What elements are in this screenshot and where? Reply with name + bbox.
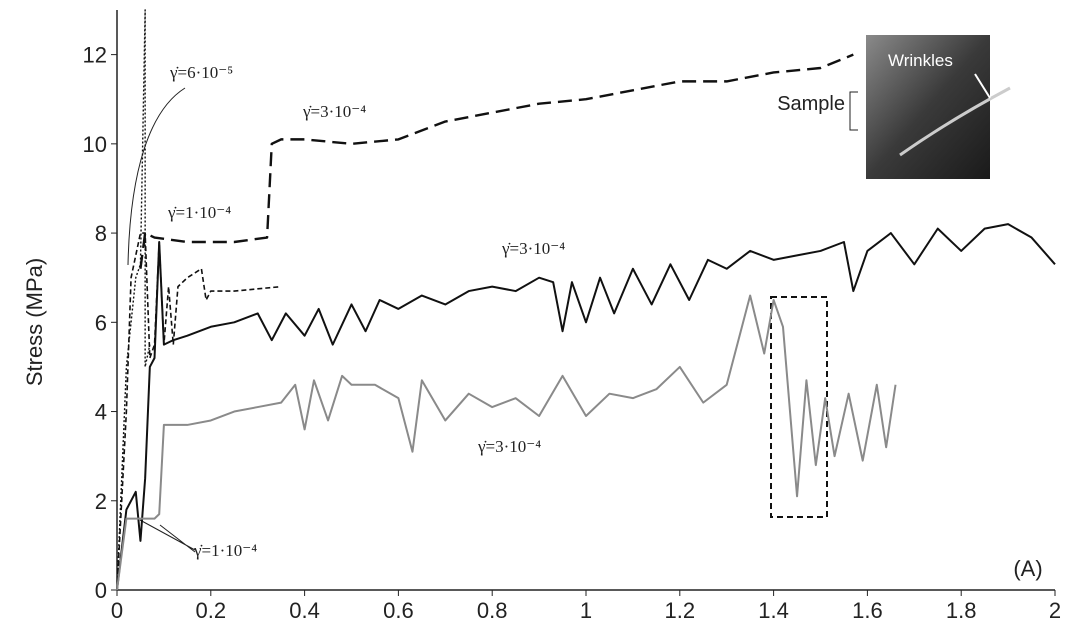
inset-label: Wrinkles: [888, 51, 953, 70]
annotation: γ̇=1·10⁻⁴: [167, 203, 231, 222]
x-tick-label: 1: [580, 598, 592, 623]
annotation-arrow: [139, 519, 196, 553]
annotation: γ̇=6·10⁻⁵: [169, 63, 233, 82]
x-tick-label: 1.6: [852, 598, 883, 623]
data-line: [139, 53, 854, 269]
inset-wrinkle: [899, 86, 1011, 157]
x-tick-label: 0: [111, 598, 123, 623]
annotation: γ̇=1·10⁻⁴: [193, 541, 257, 560]
x-tick-label: 1.4: [758, 598, 789, 623]
y-tick-label: 12: [83, 43, 107, 68]
x-tick-label: 0.8: [477, 598, 508, 623]
inset-arrow: [974, 73, 991, 99]
data-line: [116, 223, 1056, 591]
x-tick-label: 2: [1049, 598, 1061, 623]
data-line: [116, 294, 897, 591]
y-tick-label: 0: [95, 578, 107, 603]
y-tick-label: 10: [83, 132, 107, 157]
annotations: γ̇=6·10⁻⁵ γ̇=3·10⁻⁴ γ̇=1·10⁻⁴ γ̇=3·10⁻⁴ …: [127, 63, 828, 560]
inset-photo: [866, 35, 990, 179]
annotation-arrow: [127, 87, 186, 266]
annotation: γ̇=3·10⁻⁴: [477, 437, 541, 456]
x-tick-label: 0.6: [383, 598, 414, 623]
annotation: γ̇=3·10⁻⁴: [302, 102, 366, 121]
x-tick-label: 0.2: [196, 598, 227, 623]
y-tick-label: 2: [95, 489, 107, 514]
panel-label: (A): [1013, 556, 1042, 581]
bracket: [849, 91, 858, 131]
x-tick-label: 1.2: [665, 598, 696, 623]
inset: Wrinkles Sample: [777, 35, 1011, 179]
x-tick-label: 0.4: [289, 598, 320, 623]
x-tick-label: 1.8: [946, 598, 977, 623]
inset-label: Sample: [777, 93, 845, 115]
data-line: [116, 9, 151, 591]
data-line: [116, 232, 282, 591]
y-tick-label: 6: [95, 310, 107, 335]
y-tick-label: 8: [95, 221, 107, 246]
annotation: γ̇=3·10⁻⁴: [501, 239, 565, 258]
y-axis-title: Stress (MPa): [22, 258, 47, 386]
y-tick-label: 4: [95, 400, 107, 425]
